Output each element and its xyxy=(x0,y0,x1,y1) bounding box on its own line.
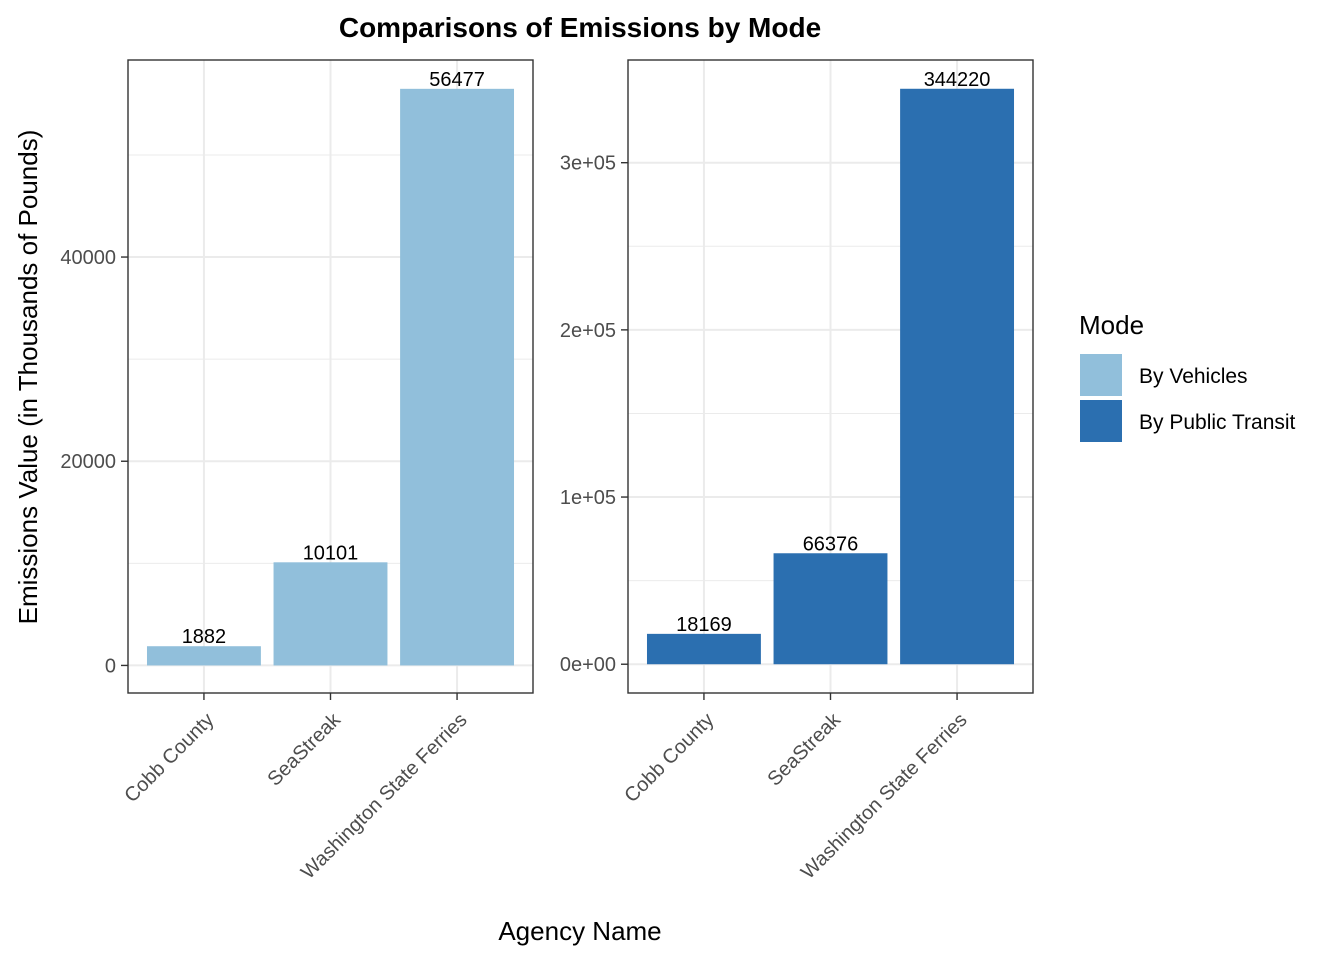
x-tick-label: Cobb County xyxy=(620,709,718,807)
bar-2 xyxy=(773,553,888,665)
y-tick-label: 2e+05 xyxy=(560,320,616,342)
y-tick-label: 0 xyxy=(105,655,116,677)
y-tick-label: 40000 xyxy=(60,247,116,269)
y-tick-label: 0e+00 xyxy=(560,654,616,676)
x-tick-label: SeaStreak xyxy=(263,708,345,790)
panel-2: 18169 66376 344220 0e+00 1e+05 2e+05 3e+05 Cobb… xyxy=(560,59,1034,884)
bar-value-label: 18169 xyxy=(676,614,732,636)
chart-title: Comparisons of Emissions by Mode xyxy=(339,12,821,43)
x-tick-label: SeaStreak xyxy=(763,708,845,790)
panel-1: 1882 10101 56477 0 20000 40000 Cobb County SeaS… xyxy=(60,59,534,884)
x-tick-label: Cobb County xyxy=(120,709,218,807)
bar-3 xyxy=(900,88,1015,665)
legend: Mode By Vehicles By Public Transit xyxy=(1079,310,1296,442)
bar-value-label: 66376 xyxy=(803,533,859,555)
bar-2 xyxy=(273,562,388,666)
legend-swatch-2 xyxy=(1080,400,1122,442)
y-axis-title: Emissions Value (in Thousands of Pounds) xyxy=(13,130,43,625)
bar-1 xyxy=(146,646,261,666)
chart-panels: 1882 10101 56477 0 20000 40000 Cobb County SeaS… xyxy=(60,59,1034,884)
bar-1 xyxy=(646,633,761,665)
bar-value-label: 1882 xyxy=(182,626,227,648)
y-tick-label: 20000 xyxy=(60,451,116,473)
legend-label: By Vehicles xyxy=(1139,365,1248,388)
bar-value-label: 344220 xyxy=(924,69,991,91)
legend-label: By Public Transit xyxy=(1139,411,1296,434)
bar-value-label: 56477 xyxy=(429,69,485,91)
bar-3 xyxy=(400,88,515,666)
y-tick-label: 3e+05 xyxy=(560,153,616,175)
y-tick-label: 1e+05 xyxy=(560,487,616,509)
x-axis-title: Agency Name xyxy=(498,916,661,946)
bar-value-label: 10101 xyxy=(303,542,359,564)
legend-swatch-1 xyxy=(1080,354,1122,396)
legend-title: Mode xyxy=(1079,310,1144,340)
